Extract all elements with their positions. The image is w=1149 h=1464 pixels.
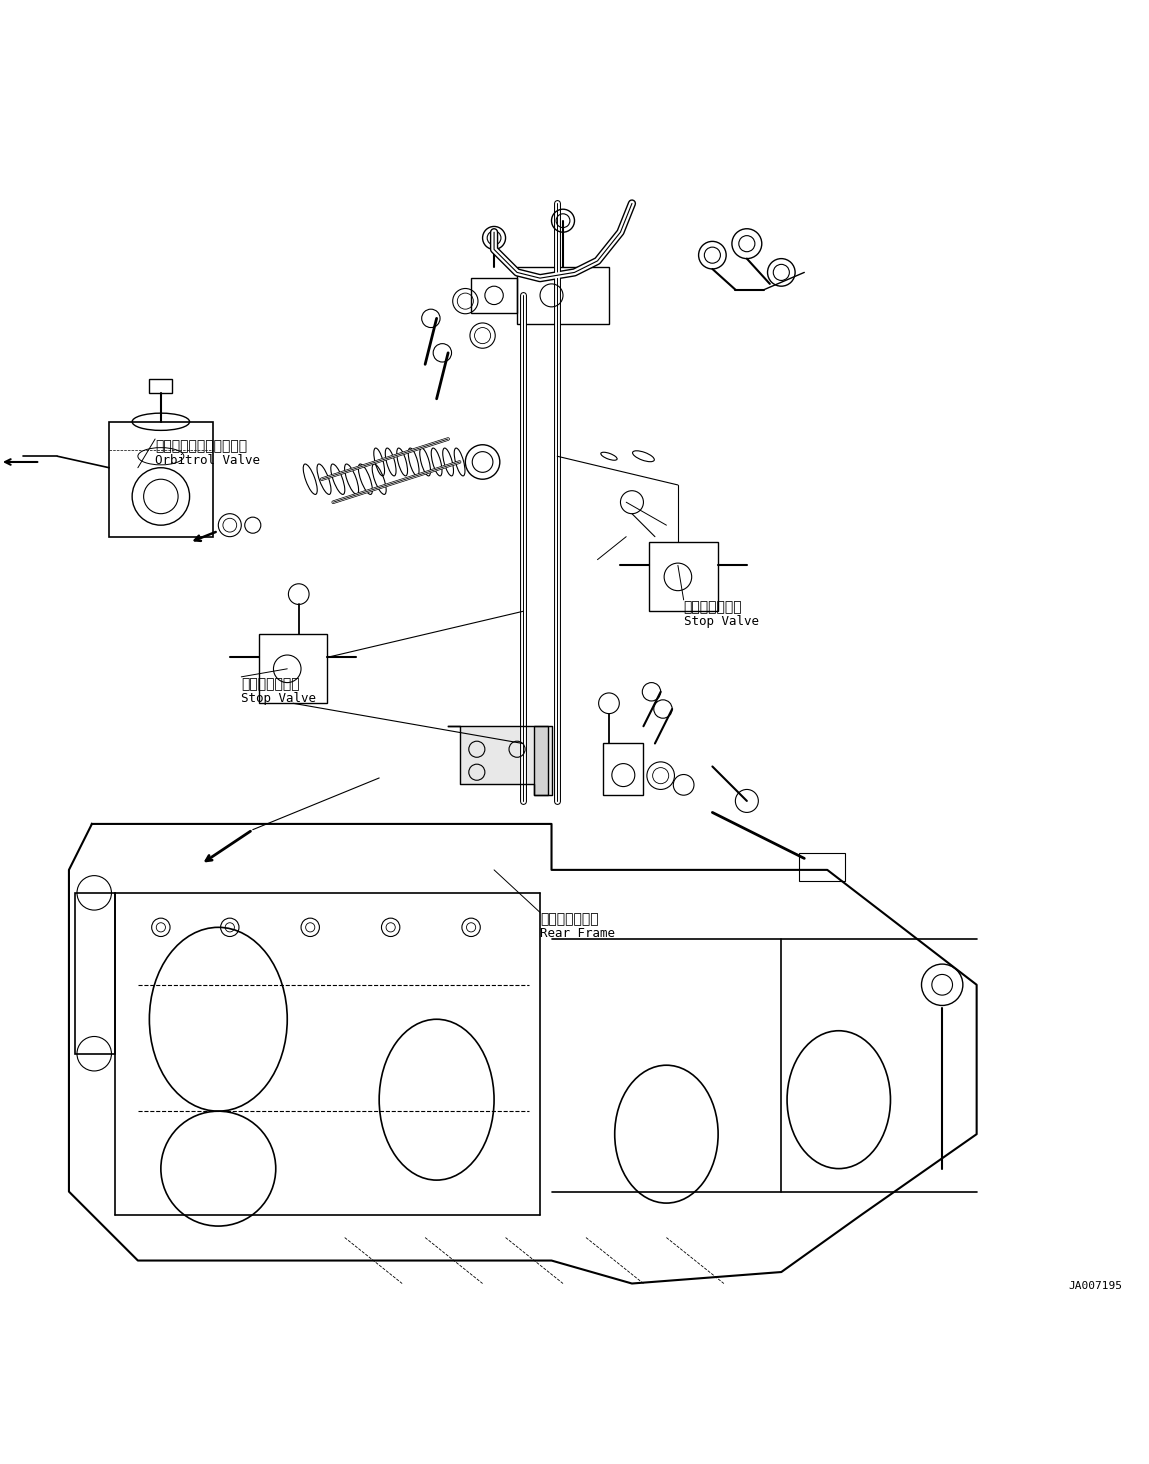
Bar <box>109 422 213 537</box>
Bar <box>517 266 609 324</box>
Bar <box>471 278 517 313</box>
Text: ストップバルブ: ストップバルブ <box>241 676 300 691</box>
Text: Rear Frame: Rear Frame <box>540 927 615 940</box>
Text: Orbitrol Valve: Orbitrol Valve <box>155 454 260 467</box>
Bar <box>649 543 718 612</box>
Polygon shape <box>448 726 552 795</box>
Text: Stop Valve: Stop Valve <box>684 615 758 628</box>
Text: オービットロールバルブ: オービットロールバルブ <box>155 439 247 452</box>
Bar <box>75 893 115 1054</box>
Bar <box>799 852 845 881</box>
Text: ストップバルブ: ストップバルブ <box>684 600 742 613</box>
Bar <box>259 634 327 703</box>
Bar <box>534 726 548 795</box>
Bar <box>149 379 172 392</box>
Text: リヤーフレーム: リヤーフレーム <box>540 912 599 927</box>
Text: Stop Valve: Stop Valve <box>241 692 316 704</box>
Text: JA007195: JA007195 <box>1069 1281 1123 1291</box>
Bar <box>603 744 643 795</box>
